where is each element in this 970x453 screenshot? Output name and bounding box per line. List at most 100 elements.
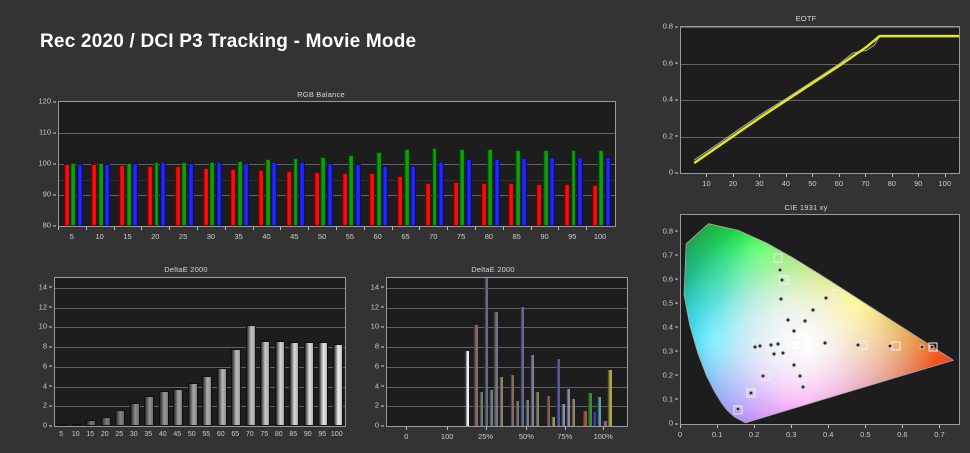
cie-target-marker [832,289,842,299]
cie-measured-point [785,317,791,322]
rgb-x-tick-mark [224,227,226,230]
rgb-x-tick-mark [391,227,393,230]
cie-x-tick-mark [939,425,941,428]
rgb-balance-y-axis: 80 90 100 110 120 [26,97,56,230]
rgb-bar-red-55 [341,172,348,226]
cie-measured-point [757,343,763,349]
cie-y-tick-label: 0.4 [663,322,678,331]
deltae-color-bar-magenta-25 [493,311,498,426]
rgb-bar-green-95 [570,150,577,226]
cie-measured-point [760,373,766,379]
deltae-grayscale-y-tick-label: 4 [43,381,52,390]
deltae-color-x-tick-mark [526,427,528,430]
eotf-x-tick-mark [759,174,761,177]
rgb-x-tick-mark [85,227,87,230]
rgb-bar-green-10 [97,163,104,226]
deltae-color-bar-red-25 [473,324,478,426]
rgb-bar-red-65 [397,176,404,226]
deltae-grayscale-x-tick-label: 100 [330,431,343,438]
cie-x-tick-mark [680,425,681,428]
rgb-y-tick-label: 90 [43,190,56,199]
deltae-grayscale-bar-100 [332,343,343,426]
deg-gridline [55,287,345,289]
deltae-color-x-tick-label: 100 [440,432,454,441]
cie-measured-point [768,342,774,348]
cie-x-tick-label: 0.1 [711,430,723,439]
cie-y-tick-label: 0.1 [663,394,678,403]
cie-measured-point [775,341,781,347]
cie-measured-point [887,343,893,349]
deltae-grayscale-bar-80 [274,340,285,426]
rgb-bar-red-30 [202,168,209,226]
rgb-bar-red-5 [63,164,70,226]
deltae-grayscale-x-tick-label: 40 [158,431,167,438]
rgb-bar-green-45 [292,158,299,226]
eotf-y-tick-label: 0.8 [663,22,678,31]
rgb-bar-blue-85 [521,158,528,226]
cie-y-axis: 0 0.1 0.2 0.3 0.4 0.5 0.6 0.7 0.8 [652,214,678,428]
rgb-bar-green-65 [403,148,410,226]
rgb-bar-red-100 [591,184,598,226]
rgb-bar-blue-35 [243,163,250,226]
rgb-x-tick-label: 65 [401,232,410,241]
eotf-x-tick-mark [918,174,920,177]
deltae-color-x-tick-mark [406,427,408,430]
rgb-gridline-minor [59,179,615,181]
deltae-grayscale-bar-75 [260,341,271,426]
deltae-color-bar-green-50 [514,401,519,426]
rgb-bar-blue-80 [493,158,500,226]
deltae-grayscale-x-tick-label: 90 [303,431,312,438]
eotf-x-tick-label: 100 [938,179,952,188]
rgb-bar-red-35 [230,168,237,226]
deltae-grayscale-y-tick-label: 14 [39,282,52,291]
eotf-x-tick-mark [732,174,734,177]
cie-plot [680,214,960,425]
deltae-color-bar-green-75 [551,417,556,426]
cie-measured-point [855,342,861,348]
cie-measured-point [780,350,786,356]
eotf-x-tick-label: 60 [834,179,844,188]
rgb-y-tick-label: 120 [38,97,56,106]
cie-measured-point [919,344,925,350]
rgb-x-tick-label: 30 [206,232,216,241]
cie-measured-point [752,344,758,350]
deg-gridline [55,307,345,309]
cie-y-tick-label: 0.5 [663,298,678,307]
deltae-color-bar-red-100 [582,411,587,426]
cie-target-marker [789,349,799,359]
deltae-grayscale-x-tick-label: 25 [115,431,124,438]
cie-measured-point [748,390,754,396]
rgb-x-tick-mark [197,227,198,230]
deltae-color-bar-cyan-50 [524,399,529,426]
deltae-color-bar-cyan-100 [597,397,602,426]
dec-gridline [387,386,627,388]
deltae-color-plot [386,277,628,427]
rgb-bar-red-80 [480,182,487,226]
deltae-color-panel: DeltaE 2000 0 2 4 6 8 10 12 14 0 100 25% 50% 75% 100… [358,265,628,445]
rgb-x-tick-label: 25 [178,232,188,241]
rgb-x-tick-label: 5 [69,232,74,241]
rgb-x-tick-mark [141,227,143,230]
rgb-balance-x-axis: 5 10 15 20 25 30 35 40 45 50 55 60 65 70 75 80 85 90 95 100 [58,227,616,245]
deg-gridline [55,386,345,388]
eotf-y-tick-label: 0.2 [663,131,678,140]
deltae-grayscale-x-axis: 5 10 15 20 25 30 35 40 45 50 55 60 65 70 75 80 85 90 95 100 [54,427,346,445]
cie-chromaticity-diagram [683,223,955,424]
rgb-bar-blue-65 [410,166,417,226]
deltae-color-x-axis: 0 100 25% 50% 75% 100% [386,427,628,445]
eotf-series-reference [693,34,959,164]
rgb-bar-blue-60 [382,165,389,226]
rgb-bar-red-70 [425,182,431,226]
deltae-grayscale-bar-40 [158,391,169,426]
rgb-balance-panel: RGB Balance 80 90 100 110 120 5 10 15 20 25 30 35 4… [26,90,616,245]
deltae-grayscale-x-tick-label: 50 [187,431,196,438]
deltae-color-bar-blue-25 [483,278,488,426]
deg-gridline [55,406,345,408]
deltae-grayscale-y-tick-label: 0 [43,421,52,430]
rgb-x-tick-mark [502,227,504,230]
rgb-x-tick-label: 75 [456,232,466,241]
rgb-x-tick-mark [586,227,588,230]
cie-x-axis: 0 0.1 0.2 0.3 0.4 0.5 0.6 0.7 [678,425,960,445]
rgb-bar-red-15 [119,164,126,226]
page-title: Rec 2020 / DCI P3 Tracking - Movie Mode [40,31,417,52]
